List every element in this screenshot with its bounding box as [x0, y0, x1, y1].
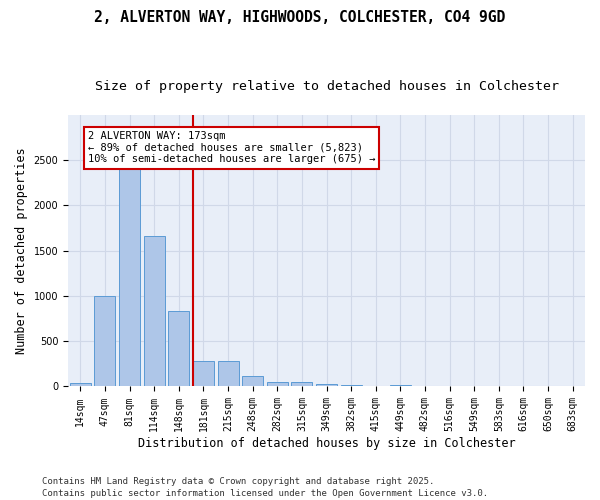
- Bar: [218, 361, 239, 386]
- Text: Contains HM Land Registry data © Crown copyright and database right 2025.
Contai: Contains HM Land Registry data © Crown c…: [42, 476, 488, 498]
- Title: Size of property relative to detached houses in Colchester: Size of property relative to detached ho…: [95, 80, 559, 93]
- Bar: [193, 361, 214, 386]
- Text: 2, ALVERTON WAY, HIGHWOODS, COLCHESTER, CO4 9GD: 2, ALVERTON WAY, HIGHWOODS, COLCHESTER, …: [94, 10, 506, 25]
- Bar: [341, 384, 362, 386]
- Bar: [390, 384, 411, 386]
- Bar: [316, 384, 337, 386]
- Bar: [119, 162, 140, 386]
- X-axis label: Distribution of detached houses by size in Colchester: Distribution of detached houses by size …: [138, 437, 515, 450]
- Bar: [242, 376, 263, 386]
- Y-axis label: Number of detached properties: Number of detached properties: [15, 148, 28, 354]
- Bar: [144, 236, 164, 386]
- Bar: [169, 312, 189, 386]
- Text: 2 ALVERTON WAY: 173sqm
← 89% of detached houses are smaller (5,823)
10% of semi-: 2 ALVERTON WAY: 173sqm ← 89% of detached…: [88, 132, 375, 164]
- Bar: [267, 382, 288, 386]
- Bar: [94, 296, 115, 386]
- Bar: [70, 383, 91, 386]
- Bar: [292, 382, 313, 386]
